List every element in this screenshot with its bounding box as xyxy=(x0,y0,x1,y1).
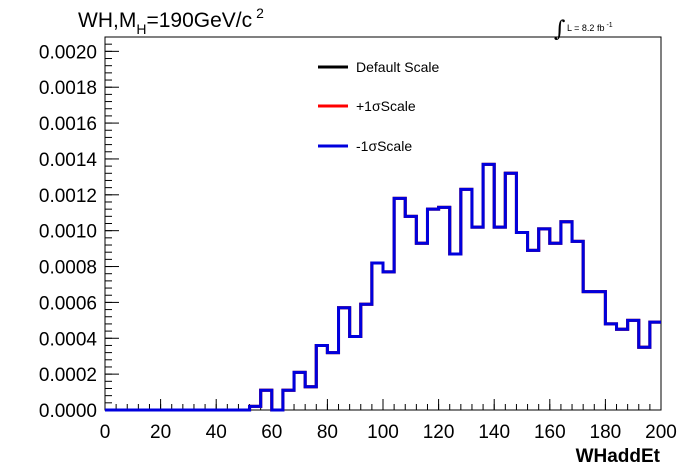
x-tick-label: 140 xyxy=(478,422,510,443)
x-tick-label: 0 xyxy=(100,422,111,443)
series-layer xyxy=(105,162,661,412)
lumi-integral-symbol: ∫ xyxy=(554,17,566,42)
legend-label-minus-1sigma: -1σScale xyxy=(356,138,412,154)
x-tick-label: 200 xyxy=(645,422,677,443)
x-tick-label: 60 xyxy=(261,422,282,443)
y-tick-label: 0.0010 xyxy=(39,222,97,243)
chart-title-main: WH,M xyxy=(78,9,136,32)
y-tick-label: 0.0016 xyxy=(39,114,97,135)
chart-title-sup: 2 xyxy=(256,5,264,21)
x-tick-label: 20 xyxy=(150,422,171,443)
tick-labels: 0.0000 0.0002 0.0004 0.0006 0.0008 0.0010 0.00… xyxy=(39,42,677,443)
lumi-label: L = 8.2 fb -1 xyxy=(567,22,613,33)
y-tick-label: 0.0012 xyxy=(39,186,97,207)
x-tick-label: 160 xyxy=(534,422,566,443)
chart-title: WH,MH=190GeV/c 2 xyxy=(78,5,264,37)
chart-title-sub: H xyxy=(136,21,146,37)
y-tick-label: 0.0002 xyxy=(39,365,97,386)
y-tick-label: 0.0018 xyxy=(39,78,97,99)
lumi-label-sup: -1 xyxy=(606,22,612,29)
y-tick-label: 0.0014 xyxy=(39,150,98,171)
x-tick-label: 80 xyxy=(317,422,338,443)
legend-label-default-scale: Default Scale xyxy=(356,59,439,75)
lumi-label-main: L = 8.2 fb xyxy=(567,23,604,33)
y-tick-label: 0.0008 xyxy=(39,258,97,279)
y-tick-label: 0.0000 xyxy=(39,401,97,422)
x-tick-label: 180 xyxy=(590,422,622,443)
x-axis-label: WHaddEt xyxy=(576,446,661,467)
x-tick-label: 120 xyxy=(423,422,455,443)
x-tick-label: 40 xyxy=(206,422,227,443)
legend-label-plus-1sigma: +1σScale xyxy=(356,98,416,114)
x-tick-label: 100 xyxy=(367,422,399,443)
y-tick-label: 0.0006 xyxy=(39,293,97,314)
y-tick-label: 0.0004 xyxy=(39,329,98,350)
series-line-minus-1sigma-scale xyxy=(105,162,661,412)
chart-title-mid: =190GeV/c xyxy=(146,9,252,32)
legend: Default Scale +1σScale -1σScale xyxy=(318,59,439,154)
y-tick-label: 0.0020 xyxy=(39,42,97,63)
